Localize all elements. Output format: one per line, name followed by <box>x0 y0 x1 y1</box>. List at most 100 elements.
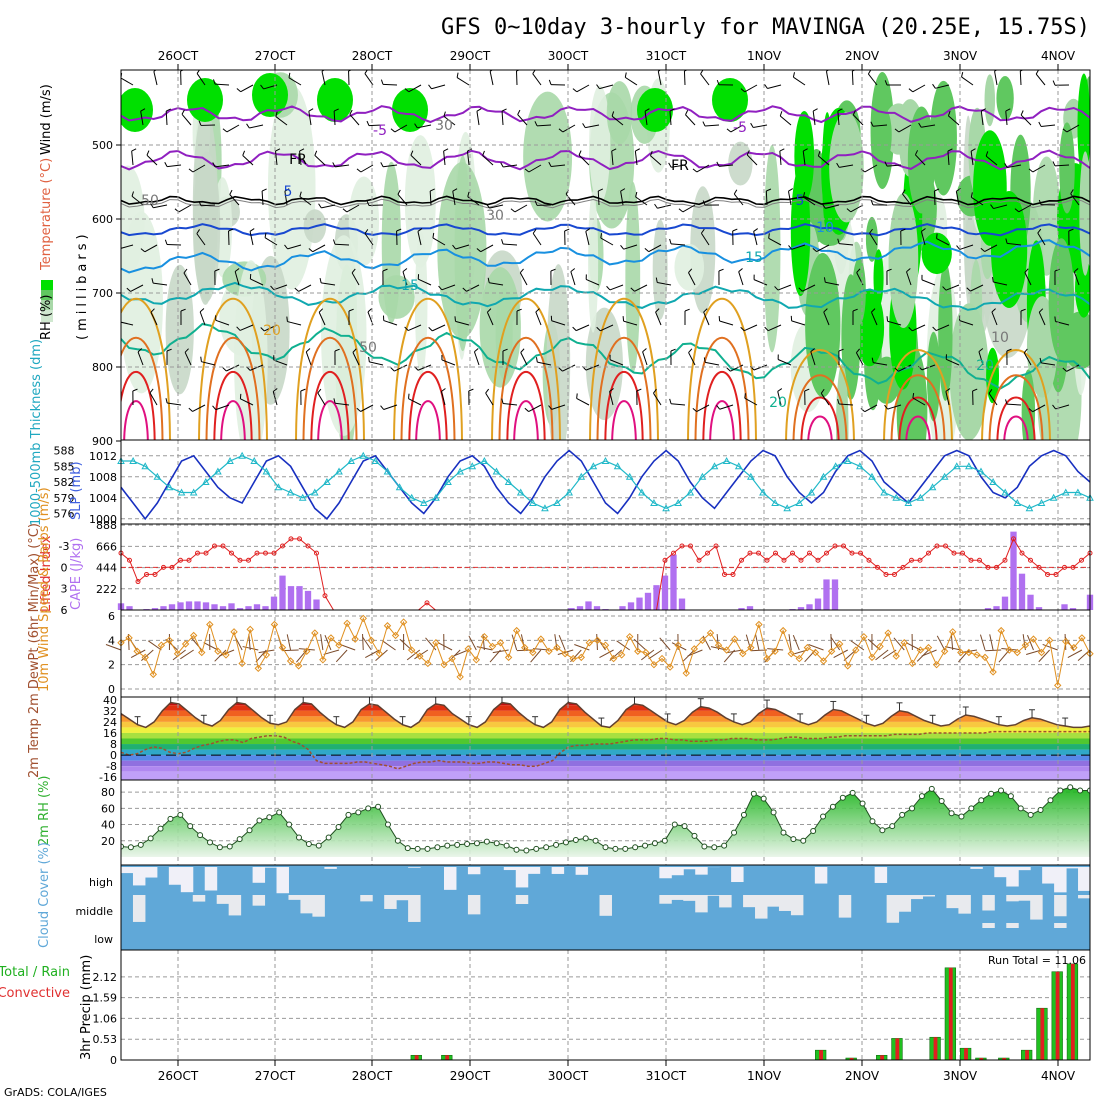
wind-barb <box>360 164 374 173</box>
wind-barb <box>716 79 720 85</box>
wind-barb <box>596 84 600 89</box>
wind-barb-10m <box>596 633 598 651</box>
wind-speed-marker <box>1029 635 1038 643</box>
wind-barb <box>275 151 278 166</box>
precip-conv-bar <box>849 1058 854 1060</box>
cloud-gap <box>121 867 134 874</box>
wind-barb <box>839 164 854 168</box>
wind-barb <box>753 228 758 232</box>
li-tick-label: -3 <box>59 540 70 553</box>
wind-barb <box>768 233 770 239</box>
wind-barb <box>452 191 456 206</box>
wind-barb <box>535 308 540 313</box>
rh-plot-area <box>121 784 1090 857</box>
li-marker <box>730 571 736 577</box>
wind-barb <box>898 364 912 372</box>
precip-conv-bar <box>964 1048 968 1060</box>
wind-barb <box>802 192 806 198</box>
thickness-marker <box>541 504 549 512</box>
li-marker <box>994 564 999 570</box>
bottom-date-label: 31OCT <box>646 1069 687 1083</box>
wind-barb <box>368 204 384 207</box>
wind-speed-marker <box>512 626 521 635</box>
thickness-marker <box>214 467 222 475</box>
wind-speed-marker <box>868 653 876 662</box>
wind-barb <box>519 272 528 286</box>
li-marker <box>1070 564 1076 570</box>
cloud-gap <box>695 895 708 913</box>
cape-bar <box>219 606 227 610</box>
wind-barb <box>1020 70 1024 72</box>
wind-barb <box>476 108 482 112</box>
wind-barb <box>452 188 458 192</box>
wind-barb <box>181 109 185 115</box>
temp-warm-contour <box>709 400 735 440</box>
precip-conv-bar <box>445 1055 450 1060</box>
li-marker <box>195 550 200 556</box>
rh-2m-marker <box>1037 806 1044 813</box>
rh-2m-marker <box>760 795 767 802</box>
slp-thickness-panel: 576 579 582 585 588 1000 1004 1008 1012 <box>54 439 1094 526</box>
wind-barb <box>655 311 662 326</box>
li-marker <box>161 564 166 570</box>
wind-barb <box>655 277 658 283</box>
wind-barb-10m <box>633 638 647 651</box>
temp-warm-contour <box>694 337 750 440</box>
wind-barb-10m <box>335 649 348 663</box>
li-marker <box>237 557 243 563</box>
wind-barb <box>428 84 432 90</box>
wind-barb-10m <box>399 638 413 651</box>
thickness-line <box>121 455 1091 509</box>
wind-barb <box>855 352 864 366</box>
wind-barb <box>688 352 696 366</box>
wind-barb <box>611 151 614 166</box>
cloud-gap <box>1078 867 1090 891</box>
wind-speed-marker <box>181 640 190 648</box>
wind-barb <box>486 203 490 209</box>
wind-speed-marker <box>997 626 1005 635</box>
wind-barb <box>791 320 806 326</box>
thickness-marker <box>589 462 598 470</box>
li-marker <box>875 564 880 570</box>
wind-barb <box>236 326 241 331</box>
wind-barb <box>534 200 538 206</box>
thickness-tick-label: 576 <box>54 508 75 521</box>
wind-barb <box>535 311 542 326</box>
thickness-marker <box>601 456 610 464</box>
wind-barb <box>1007 242 1022 246</box>
rh-shade <box>878 109 892 161</box>
thickness-marker <box>637 488 646 496</box>
rh-shade <box>1048 238 1075 360</box>
thickness-marker <box>141 462 150 470</box>
li-marker <box>926 550 931 556</box>
wind-barb <box>454 316 456 322</box>
li-tick-label: 0 <box>61 561 68 574</box>
wind-barb <box>959 244 974 250</box>
slp-label-slp: SLP (mb) <box>69 461 84 520</box>
wind-barb <box>382 83 398 86</box>
li-marker <box>203 550 209 556</box>
wind-barb <box>635 196 648 206</box>
wind-barb <box>810 351 816 366</box>
wind-barb <box>585 231 590 246</box>
wind-barb <box>455 244 470 250</box>
rh-shade <box>926 331 941 422</box>
cloud-gap <box>671 867 684 876</box>
wind-barb <box>682 204 696 213</box>
bottom-date-label: 29OCT <box>450 1069 491 1083</box>
rh-shade <box>852 258 866 326</box>
cape-bar <box>1018 573 1026 610</box>
wind-barb <box>119 317 120 322</box>
wind-barb <box>684 308 690 312</box>
rh-2m-marker <box>632 844 639 851</box>
wind-barb <box>654 203 658 209</box>
thickness-marker <box>965 462 973 470</box>
wind-barb <box>369 361 384 366</box>
wind-barb <box>564 228 570 232</box>
wind-barb <box>764 326 769 332</box>
temp-warm-contour <box>415 400 441 440</box>
wind-barb <box>738 268 743 273</box>
thickness-marker <box>226 456 234 464</box>
wind-barb <box>166 243 182 246</box>
wind-barb-10m <box>1067 649 1083 659</box>
